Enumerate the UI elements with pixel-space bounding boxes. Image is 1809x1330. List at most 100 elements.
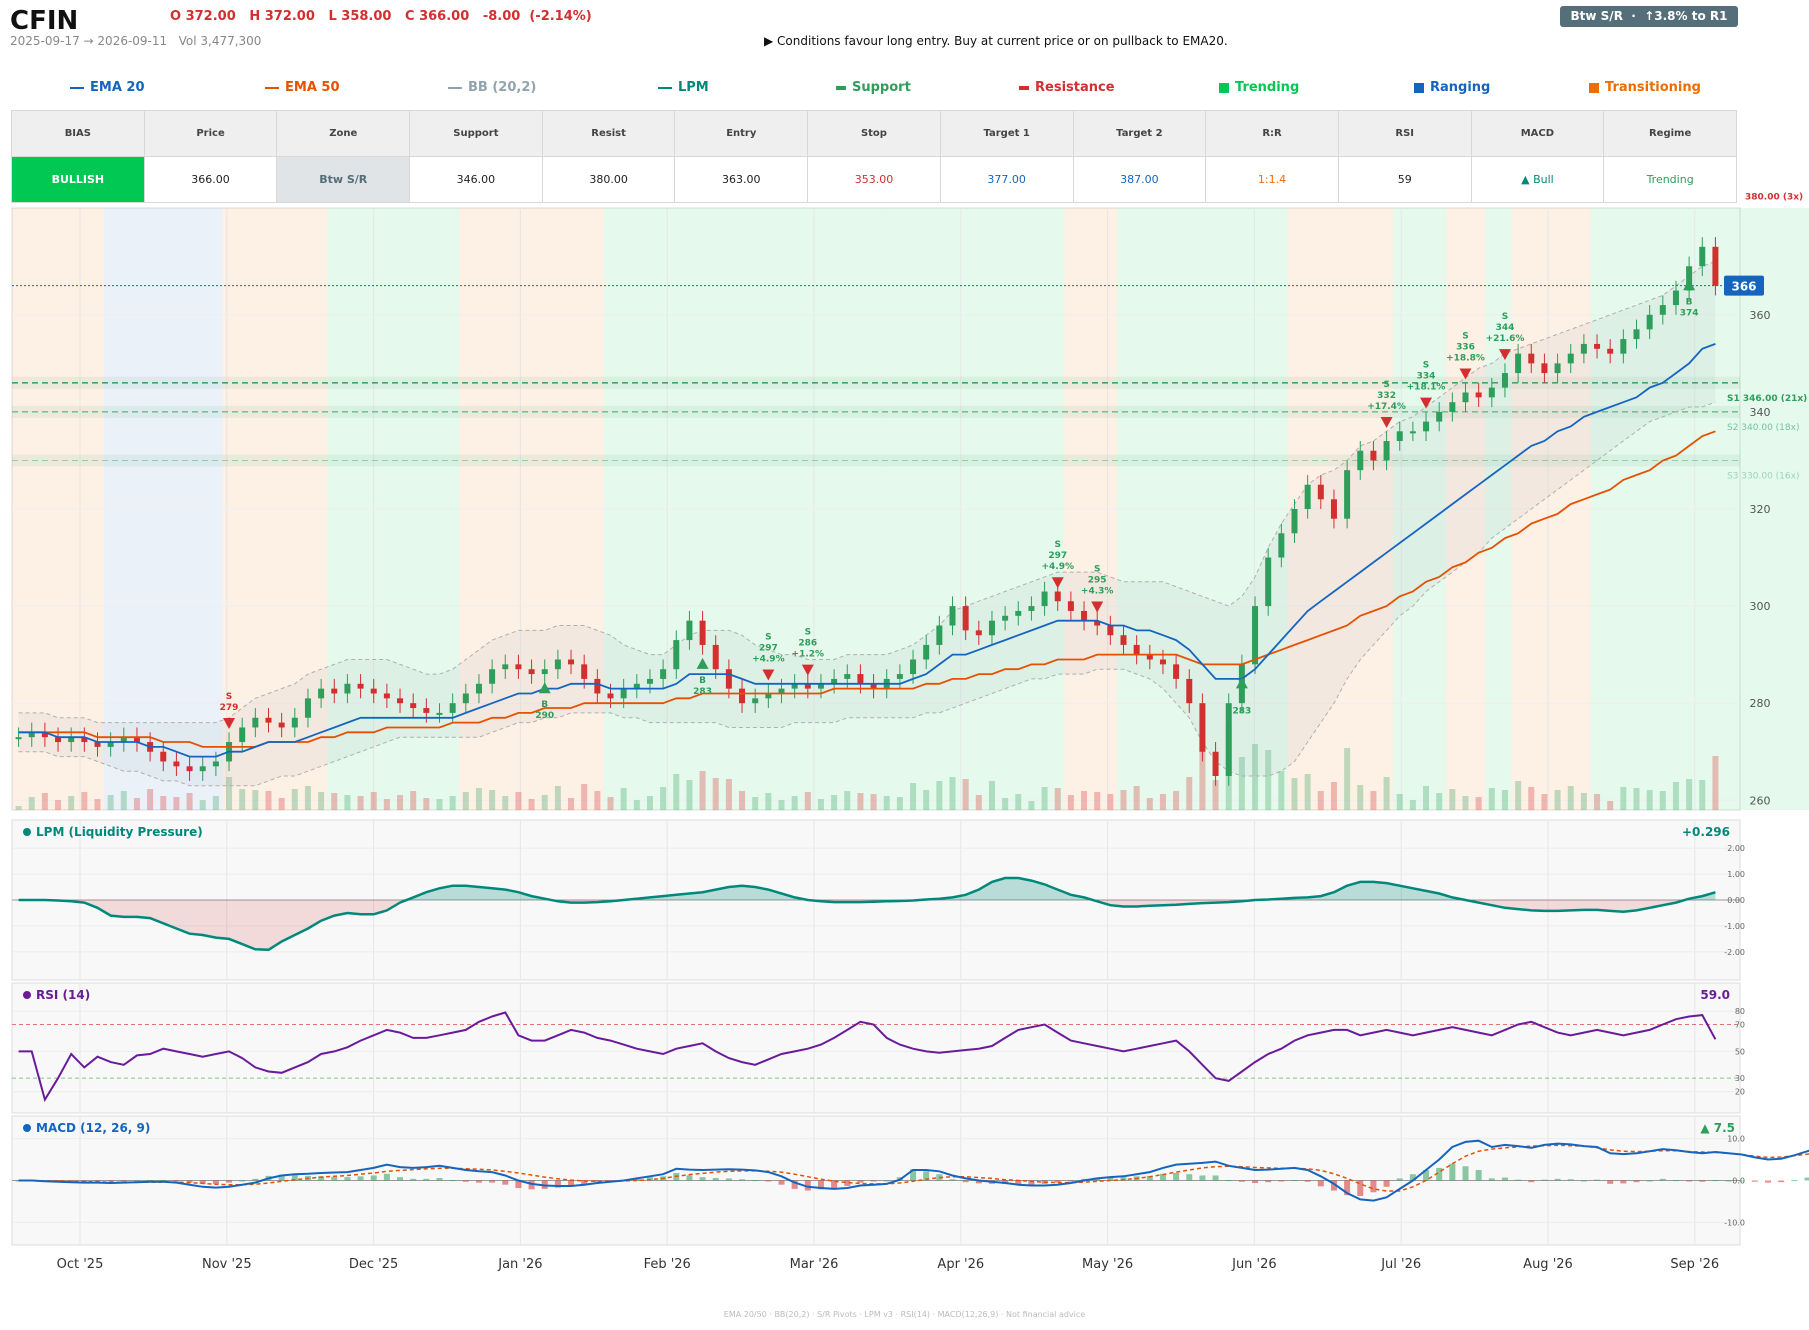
legend-label: Support <box>852 80 911 95</box>
candle-body <box>646 678 653 684</box>
x-tick-label: Jun '26 <box>1231 1257 1277 1272</box>
volume-bar <box>988 781 995 810</box>
price-y-tick-label: 300 <box>1750 600 1771 613</box>
bollinger-upper-line <box>18 260 1716 724</box>
macd-histogram-bar <box>923 1171 930 1181</box>
candle-body <box>410 703 417 709</box>
macd-histogram-bar <box>949 1179 956 1181</box>
macd-histogram-bar <box>226 1180 233 1183</box>
macd-histogram-bar <box>883 1180 890 1182</box>
candle-body <box>660 669 667 679</box>
stats-header-r-r: R:R <box>1205 110 1339 157</box>
volume-bar <box>1594 794 1601 810</box>
price-y-tick-label: 260 <box>1750 794 1771 807</box>
price-y-tick-label: 360 <box>1750 309 1771 322</box>
macd-histogram-bar <box>1291 1180 1298 1182</box>
macd-histogram-bar <box>1633 1180 1640 1183</box>
candle-body <box>541 669 548 675</box>
volume-bar <box>1330 782 1337 810</box>
signal-label: +18.1% <box>1407 383 1446 393</box>
macd-histogram-bar <box>1699 1180 1706 1182</box>
candle-body <box>1317 484 1324 500</box>
macd-histogram-bar <box>107 1180 114 1182</box>
candle-body <box>436 712 443 715</box>
candle-body <box>1554 363 1561 374</box>
macd-histogram-bar <box>1804 1177 1809 1181</box>
stats-value-bias: BULLISH <box>11 156 145 203</box>
buy-signal-icon <box>696 657 709 669</box>
candle-body <box>699 620 706 645</box>
macd-histogram-bar <box>1765 1180 1772 1183</box>
candle-body <box>462 693 469 704</box>
macd-histogram-bar <box>778 1180 785 1185</box>
volume-bar <box>923 790 930 810</box>
candle-body <box>725 669 732 689</box>
macd-histogram-bar <box>646 1177 653 1181</box>
candle-body <box>1396 431 1403 442</box>
signal-label: 290 <box>535 711 554 721</box>
macd-histogram-bar <box>817 1180 824 1190</box>
sell-signal-icon <box>1380 417 1393 429</box>
candle-body <box>910 659 917 675</box>
candle-body <box>1475 392 1482 398</box>
macd-histogram-bar <box>410 1178 417 1181</box>
macd-title: MACD (12, 26, 9) <box>36 1121 150 1135</box>
bollinger-lower-line <box>18 401 1716 787</box>
candle-body <box>568 659 575 665</box>
volume-bar <box>1409 800 1416 810</box>
candle-body <box>252 717 259 728</box>
x-tick-label: Jan '26 <box>497 1257 542 1272</box>
macd-y-tick-label: -10.0 <box>1724 1218 1745 1227</box>
candle-body <box>988 620 995 636</box>
volume-bar <box>331 793 338 810</box>
candle-body <box>1633 329 1640 340</box>
signal-label: +17.4% <box>1367 402 1406 412</box>
volume-bar <box>515 792 522 810</box>
x-tick-label: Oct '25 <box>57 1257 104 1272</box>
macd-histogram-bar <box>449 1180 456 1182</box>
macd-histogram-bar <box>1357 1180 1364 1197</box>
candle-body <box>949 606 956 626</box>
signal-label: B <box>1686 297 1693 307</box>
macd-histogram-bar <box>1107 1177 1114 1181</box>
volume-bar <box>1159 794 1166 810</box>
signal-label: 297 <box>1048 551 1067 561</box>
macd-histogram-bar <box>870 1180 877 1182</box>
macd-histogram-bar <box>120 1180 127 1182</box>
volume-bar <box>15 806 22 810</box>
macd-histogram-bar <box>186 1180 193 1183</box>
macd-histogram-bar <box>804 1180 811 1191</box>
candle-body <box>1199 703 1206 752</box>
macd-histogram-bar <box>1330 1180 1337 1191</box>
volume-bar <box>541 795 548 810</box>
candle-body <box>594 678 601 694</box>
candle-body <box>870 683 877 689</box>
macd-histogram-bar <box>1317 1180 1324 1187</box>
candle-body <box>1528 353 1535 364</box>
volume-bar <box>186 793 193 810</box>
volume-bar <box>686 780 693 810</box>
stats-header-entry: Entry <box>674 110 809 157</box>
candle-body <box>186 766 193 772</box>
legend-label: EMA 20 <box>90 80 145 95</box>
volume-bar <box>870 794 877 810</box>
macd-histogram-bar <box>1725 1180 1732 1182</box>
volume-bar <box>725 779 732 810</box>
macd-histogram-bar <box>462 1180 469 1182</box>
macd-signal-line <box>18 1144 1809 1192</box>
candle-body <box>1409 431 1416 434</box>
macd-histogram-bar <box>975 1180 982 1184</box>
signal-label: B <box>541 700 548 710</box>
candle-body <box>239 727 246 743</box>
candle-body <box>778 688 785 694</box>
rsi-last-value: 59.0 <box>1700 988 1730 1002</box>
volume-bar <box>1173 791 1180 810</box>
macd-histogram-bar <box>1199 1175 1206 1181</box>
volume-bar <box>1462 796 1469 810</box>
volume-bar <box>1054 788 1061 810</box>
volume-bar <box>1357 785 1364 810</box>
candle-body <box>1515 353 1522 374</box>
stats-value-rsi: 59 <box>1337 156 1472 203</box>
macd-histogram-bar <box>1238 1180 1245 1182</box>
